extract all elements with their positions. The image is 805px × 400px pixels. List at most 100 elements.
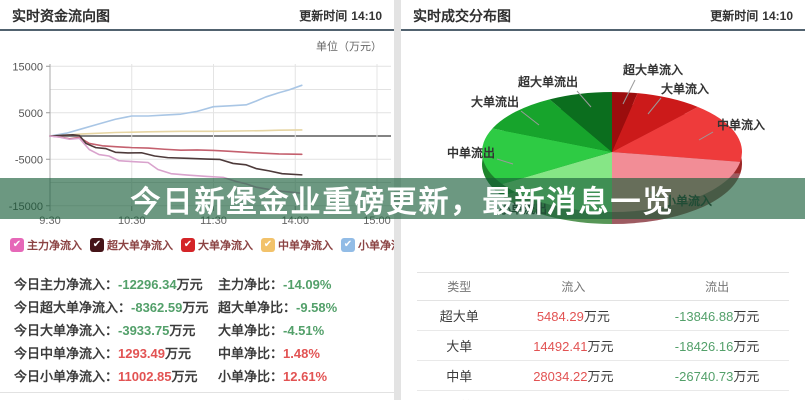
- legend-checkbox[interactable]: ✔: [261, 238, 275, 252]
- table-row: 小单38849.05万元-27846.19万元: [417, 390, 789, 400]
- stat-ratio-label: 小单净比：: [218, 369, 284, 384]
- pie-slice-超大单流出: [549, 92, 612, 152]
- cell-inflow: 14492.41万元: [501, 330, 646, 361]
- legend-label: 超大单净流入: [107, 240, 173, 252]
- stat-ratio-group: 主力净比：-14.09%: [218, 274, 331, 293]
- outflow-unit: 万元: [733, 369, 760, 384]
- stat-value: -3933.75: [118, 323, 170, 338]
- y-tick-label: 5000: [19, 108, 43, 120]
- legend-item-3: ✔ 中单净流入: [261, 237, 333, 253]
- cell-inflow: 28034.22万元: [501, 360, 646, 391]
- news-banner-text: 今日新堡金业重磅更新，最新消息一览: [130, 185, 675, 219]
- capital-flow-header: 实时资金流向图 更新时间 14:10: [0, 0, 394, 31]
- cell-inflow: 5484.29万元: [501, 300, 646, 331]
- stat-ratio-group: 中单净比：1.48%: [218, 343, 320, 362]
- legend-item-0: ✔ 主力净流入: [10, 237, 82, 253]
- stat-label: 今日大单净流入：: [14, 323, 119, 338]
- table-header-0: 类型: [417, 272, 502, 301]
- legend-row: ✔ 主力净流入 ✔ 超大单净流入 ✔ 大单净流入 ✔ 中单净流入 ✔ 小单净流入: [10, 237, 413, 253]
- stat-ratio-label: 中单净比：: [218, 346, 284, 361]
- stat-ratio-value: 12.61%: [283, 369, 328, 384]
- legend-checkbox[interactable]: ✔: [181, 238, 195, 252]
- series-中单净流入: [49, 129, 303, 137]
- outflow-value: -18426.16: [674, 339, 734, 354]
- table-header-1: 流入: [501, 272, 646, 301]
- inflow-value: 14492.41: [533, 339, 588, 354]
- distribution-header: 实时成交分布图 更新时间 14:10: [401, 0, 805, 31]
- cell-outflow: -13846.88万元: [645, 300, 789, 331]
- pie-leader-line: [622, 79, 636, 105]
- distribution-title: 实时成交分布图: [413, 7, 511, 24]
- pie-slice-中单流入: [612, 106, 742, 162]
- inflow-value: 5484.29: [536, 309, 584, 324]
- cell-type: 超大单: [417, 300, 502, 331]
- stat-ratio-value: -14.09%: [283, 277, 332, 292]
- legend-item-1: ✔ 超大单净流入: [90, 237, 173, 253]
- stat-value: 11002.85: [118, 369, 172, 384]
- pie-slice-超大单流入: [612, 92, 638, 152]
- pie-label-超大单流出: 超大单流出: [517, 74, 578, 89]
- pie-leader-line: [496, 158, 514, 165]
- stat-unit: 万元: [182, 300, 209, 315]
- stat-ratio-label: 主力净比：: [218, 277, 284, 292]
- flow-stats: 今日主力净流入：-12296.34万元 主力净比：-14.09% 今日超大单净流入：…: [14, 274, 390, 389]
- table-row: 超大单 5484.29万元 -13846.88万元: [417, 300, 789, 331]
- stat-value: 1293.49: [118, 346, 166, 361]
- cell-outflow: -27846.19万元: [645, 390, 789, 400]
- pie-leader-line: [520, 110, 540, 126]
- stat-ratio-value: -9.58%: [296, 300, 338, 315]
- pie-slice-大单流入: [612, 93, 698, 152]
- pie-leader-line: [576, 90, 592, 108]
- y-tick-label: 15000: [12, 61, 43, 73]
- stat-value: -12296.34: [118, 277, 177, 292]
- legend-label: 中单净流入: [278, 240, 333, 252]
- pie-label-大单流出: 大单流出: [471, 94, 519, 109]
- legend-checkbox[interactable]: ✔: [90, 238, 104, 252]
- stat-ratio-group: 超大单净比：-9.58%: [218, 297, 337, 316]
- capital-flow-title: 实时资金流向图: [12, 7, 110, 24]
- cell-type: 中单: [417, 360, 502, 391]
- stat-unit: 万元: [169, 323, 196, 338]
- transaction-pie-chart: 超大单流入大单流入中单流入小单流入小单流出中单流出大单流出超大单流出: [447, 62, 765, 224]
- pie-leader-line: [647, 97, 662, 115]
- cell-type: 小单: [417, 390, 502, 400]
- stat-unit: 万元: [165, 346, 192, 361]
- pie-leader-line: [698, 131, 714, 141]
- series-超大单净流入: [49, 134, 303, 176]
- legend-label: 大单净流入: [198, 240, 253, 252]
- stat-ratio-label: 大单净比：: [218, 323, 284, 338]
- outflow-unit: 万元: [733, 339, 760, 354]
- legend-label: 主力净流入: [27, 240, 82, 252]
- stat-ratio-group: 大单净比：-4.51%: [218, 320, 324, 339]
- stat-row-0: 今日主力净流入：-12296.34万元 主力净比：-14.09%: [14, 274, 390, 297]
- table-row: 大单 14492.41万元 -18426.16万元: [417, 330, 789, 361]
- stat-ratio-group: 小单净比：12.61%: [218, 366, 327, 385]
- legend-item-2: ✔ 大单净流入: [181, 237, 253, 253]
- pie-label-超大单流入: 超大单流入: [622, 62, 683, 77]
- stat-row-4: 今日小单净流入：11002.85万元 小单净比：12.61%: [14, 366, 390, 389]
- cell-type: 大单: [417, 330, 502, 361]
- series-小单净流入: [49, 84, 303, 137]
- legend-checkbox[interactable]: ✔: [10, 238, 24, 252]
- news-banner: 今日新堡金业重磅更新，最新消息一览: [0, 178, 805, 219]
- stat-unit: 万元: [176, 277, 203, 292]
- stat-unit: 万元: [171, 369, 198, 384]
- cell-outflow: -26740.73万元: [645, 360, 789, 391]
- cell-outflow: -18426.16万元: [645, 330, 789, 361]
- outflow-value: -26740.73: [674, 369, 734, 384]
- stat-label: 今日超大单净流入：: [14, 300, 132, 315]
- pie-label-中单流出: 中单流出: [447, 145, 495, 160]
- capital-flow-update-time: 更新时间 14:10: [299, 9, 382, 23]
- stat-row-1: 今日超大单净流入：-8362.59万元 超大单净比：-9.58%: [14, 297, 390, 320]
- divider: [0, 392, 394, 393]
- stat-row-2: 今日大单净流入：-3933.75万元 大单净比：-4.51%: [14, 320, 390, 343]
- outflow-value: -13846.88: [674, 309, 734, 324]
- stat-ratio-value: 1.48%: [283, 346, 320, 361]
- unit-label: 单位（万元）: [316, 41, 382, 53]
- series-大单净流入: [49, 135, 303, 156]
- inflow-unit: 万元: [587, 339, 614, 354]
- stat-label: 今日主力净流入：: [14, 277, 119, 292]
- legend-checkbox[interactable]: ✔: [341, 238, 355, 252]
- flow-table: 类型 流入 流出 超大单 5484.29万元 -13846.88万元 大单 14492.41…: [417, 272, 789, 400]
